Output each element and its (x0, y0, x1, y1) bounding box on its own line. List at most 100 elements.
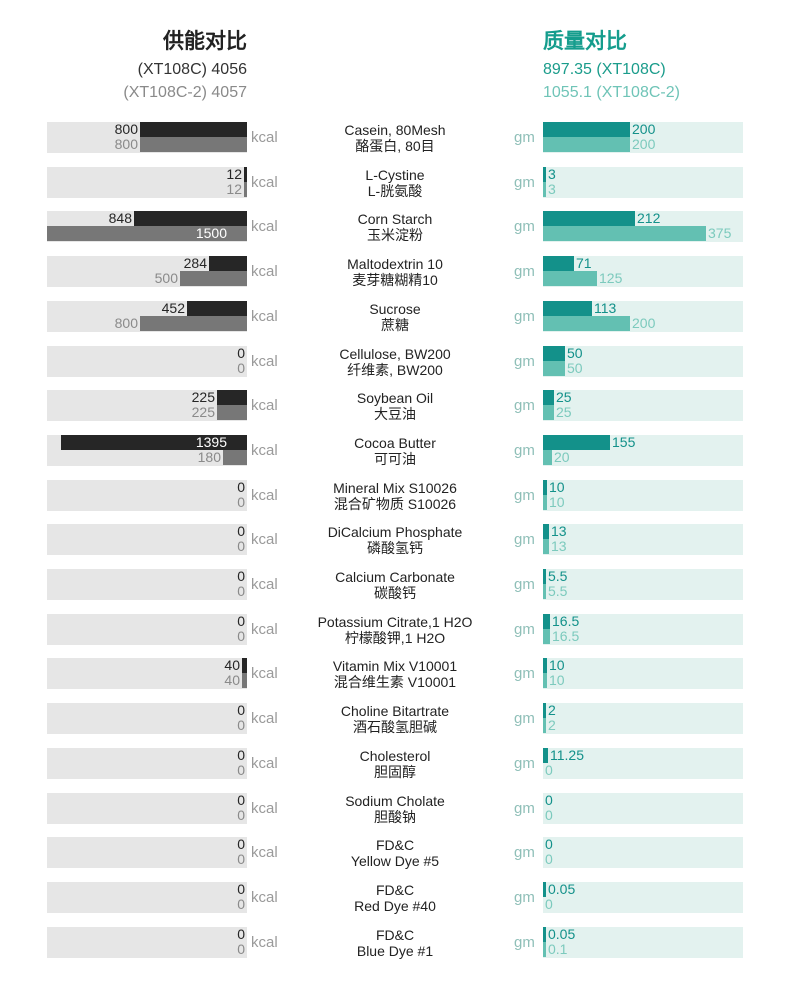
mass-value-xt108c: 10 (549, 657, 565, 674)
energy-value-xt108c: 452 (161, 299, 185, 316)
kcal-unit: kcal (251, 710, 278, 728)
mass-bar-xt108c2 (543, 271, 597, 287)
kcal-unit: kcal (251, 218, 278, 236)
ingredient-name-cn: 麦芽糖糊精10 (352, 272, 438, 289)
mass-bar-track (543, 479, 743, 511)
gm-unit: gm (514, 844, 535, 862)
energy-bar-xt108c (244, 166, 247, 182)
mass-value-xt108c2: 10 (549, 672, 565, 689)
energy-value-xt108c: 0 (237, 836, 245, 853)
mass-bar-track (543, 166, 743, 198)
energy-value-xt108c: 0 (237, 791, 245, 808)
ingredient-row: 452 800 kcal Sucrose 蔗糖 gm 113 200 (0, 299, 790, 333)
energy-bar-track (47, 881, 247, 913)
energy-bar-track (47, 613, 247, 645)
energy-bar-track (47, 792, 247, 824)
mass-bar-xt108c2 (543, 673, 547, 689)
energy-bar-xt108c (242, 658, 247, 674)
ingredient-name: FD&C (375, 837, 415, 854)
mass-bar-xt108c (543, 211, 635, 227)
energy-value-xt108c: 800 (114, 121, 138, 137)
energy-bar-track (47, 479, 247, 511)
energy-total-xt108c: (XT108C) 4056 (137, 61, 247, 78)
energy-value-xt108c: 12 (226, 165, 242, 182)
mass-bar-xt108c (543, 166, 546, 182)
mass-value-xt108c2: 0.1 (548, 940, 568, 957)
energy-bar-xt108c (140, 122, 247, 137)
ingredient-name-cn: Yellow Dye #5 (350, 853, 440, 870)
kcal-unit: kcal (251, 173, 278, 191)
mass-bar-xt108c2 (543, 584, 546, 599)
ingredient-name-cn: 蔗糖 (381, 316, 409, 333)
energy-value-xt108c: 0 (237, 344, 245, 361)
energy-value-xt108c2: 0 (237, 627, 245, 644)
energy-value-xt108c2: 12 (226, 180, 242, 197)
mass-bar-xt108c2 (543, 360, 565, 376)
mass-bar-xt108c2 (543, 405, 554, 421)
energy-value-xt108c: 40 (224, 657, 240, 674)
ingredient-name-cn: 可可油 (374, 450, 416, 467)
energy-bar-xt108c2 (242, 673, 247, 689)
ingredient-name: Sodium Cholate (345, 792, 445, 809)
mass-value-xt108c: 155 (612, 433, 636, 450)
mass-value-xt108c2: 0 (545, 761, 553, 778)
energy-value-xt108c2: 0 (237, 761, 245, 778)
mass-value-xt108c: 5.5 (548, 568, 568, 584)
mass-value-xt108c2: 2 (548, 717, 556, 734)
mass-bar-xt108c (543, 122, 630, 137)
energy-bar-track (47, 747, 247, 779)
mass-value-xt108c: 10 (549, 478, 565, 495)
gm-unit: gm (514, 665, 535, 683)
gm-unit: gm (514, 397, 535, 415)
mass-bar-xt108c (543, 479, 547, 495)
mass-bar-xt108c2 (543, 226, 706, 242)
mass-bar-xt108c2 (543, 315, 630, 331)
mass-bar-track (543, 569, 743, 600)
energy-bar-xt108c2 (47, 226, 247, 242)
gm-unit: gm (514, 531, 535, 549)
energy-value-xt108c2: 0 (237, 940, 245, 957)
mass-bar-xt108c2 (543, 181, 546, 197)
energy-value-xt108c: 0 (237, 925, 245, 942)
ingredient-name-cn: 混合矿物质 S10026 (333, 495, 457, 512)
ingredient-row: 0 0 kcal DiCalcium Phosphate 磷酸氢钙 gm 13 13 (0, 524, 790, 556)
ingredient-name: Mineral Mix S10026 (333, 479, 457, 496)
mass-bar-xt108c2 (543, 137, 630, 152)
kcal-unit: kcal (251, 576, 278, 593)
kcal-unit: kcal (251, 888, 278, 906)
energy-value-xt108c2: 0 (237, 583, 245, 599)
mass-value-xt108c: 200 (632, 121, 656, 137)
mass-value-xt108c: 25 (556, 389, 572, 406)
energy-bar-track (47, 390, 247, 422)
gm-unit: gm (514, 933, 535, 951)
mass-value-xt108c: 113 (594, 299, 617, 316)
kcal-unit: kcal (251, 754, 278, 772)
energy-value-xt108c: 0 (237, 746, 245, 763)
energy-bar-track (47, 837, 247, 869)
energy-bar-xt108c2 (140, 315, 247, 331)
energy-bar-xt108c2 (140, 137, 247, 152)
gm-unit: gm (514, 218, 535, 236)
ingredient-name: Cocoa Butter (354, 434, 436, 451)
ingredient-name: Vitamin Mix V10001 (332, 658, 458, 675)
mass-bar-xt108c (543, 881, 546, 897)
ingredient-name-cn: 胆固醇 (374, 763, 416, 780)
mass-bar-track (543, 390, 743, 422)
energy-bar-xt108c (217, 390, 247, 406)
energy-value-xt108c2: 0 (237, 895, 245, 912)
energy-value-xt108c2: 225 (191, 404, 215, 421)
energy-value-xt108c: 0 (237, 702, 245, 719)
gm-unit: gm (514, 710, 535, 728)
energy-bar-track (47, 703, 247, 735)
mass-value-xt108c2: 16.5 (552, 627, 580, 644)
energy-value-xt108c2: 0 (237, 717, 245, 734)
energy-bar-xt108c2 (244, 181, 247, 197)
kcal-unit: kcal (251, 844, 278, 862)
kcal-unit: kcal (251, 263, 278, 281)
energy-value-xt108c2: 800 (114, 136, 138, 152)
mass-bar-xt108c (543, 434, 610, 450)
ingredient-row: 0 0 kcal FD&C Yellow Dye #5 gm 0 0 (0, 836, 790, 870)
mass-value-xt108c: 71 (576, 255, 592, 272)
ingredient-name-cn: 碳酸钙 (374, 585, 416, 601)
ingredient-name: Potassium Citrate,1 H2O (317, 613, 473, 630)
